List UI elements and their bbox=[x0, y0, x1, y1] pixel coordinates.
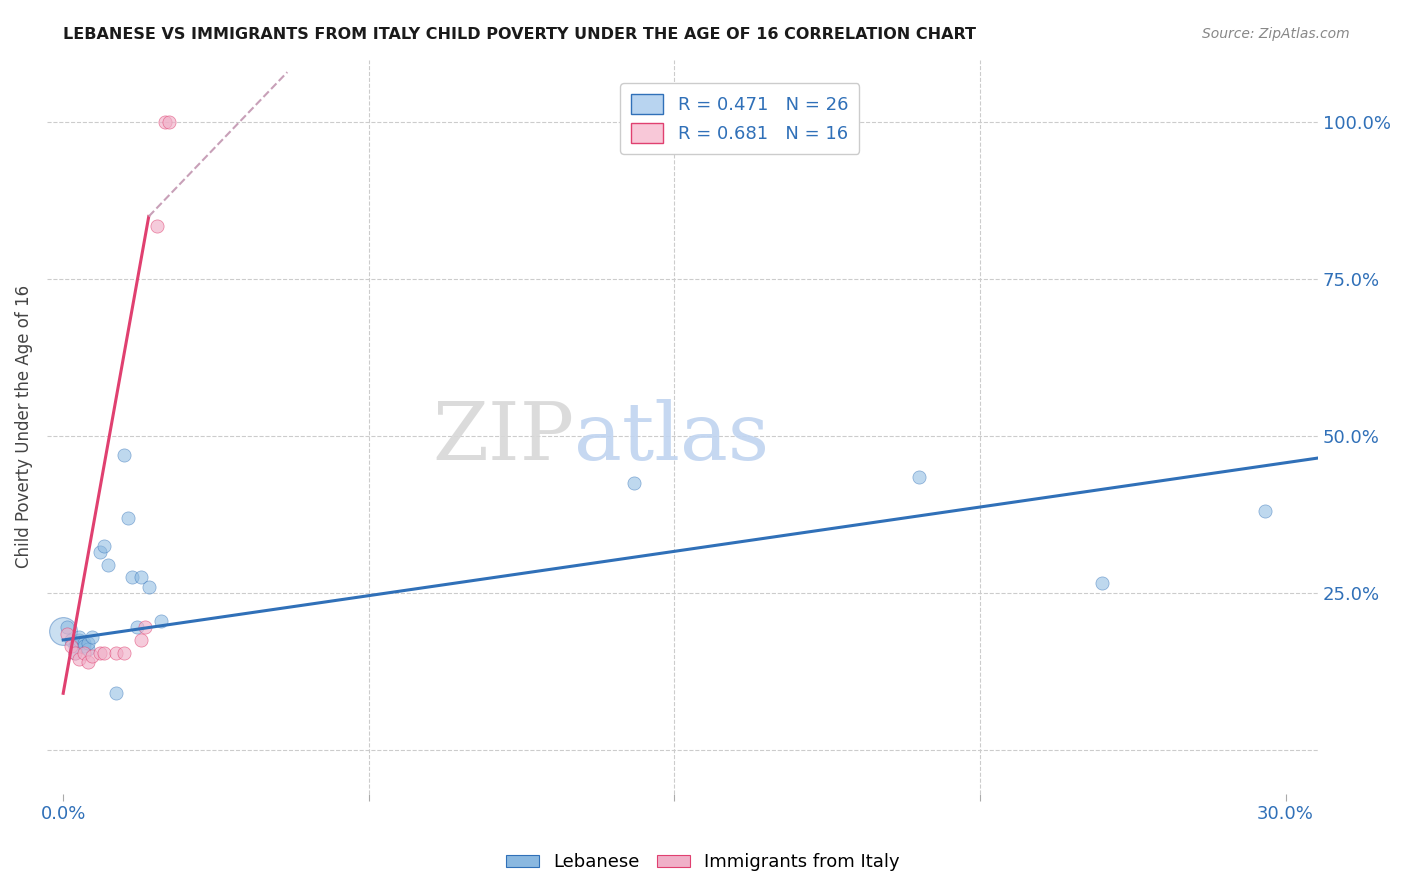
Point bbox=[56, 620, 79, 634]
Point bbox=[97, 558, 120, 572]
Point bbox=[93, 539, 115, 553]
Point bbox=[157, 115, 180, 129]
Point bbox=[72, 646, 94, 660]
Point bbox=[1254, 504, 1277, 518]
Text: ZIP: ZIP bbox=[433, 399, 575, 476]
Legend: R = 0.471   N = 26, R = 0.681   N = 16: R = 0.471 N = 26, R = 0.681 N = 16 bbox=[620, 83, 859, 153]
Y-axis label: Child Poverty Under the Age of 16: Child Poverty Under the Age of 16 bbox=[15, 285, 32, 568]
Point bbox=[56, 626, 79, 640]
Point bbox=[52, 624, 75, 638]
Point bbox=[72, 639, 94, 653]
Point bbox=[129, 570, 152, 584]
Point bbox=[89, 545, 111, 559]
Point bbox=[76, 642, 98, 657]
Point bbox=[908, 470, 931, 484]
Point bbox=[93, 646, 115, 660]
Point bbox=[121, 570, 143, 584]
Text: Source: ZipAtlas.com: Source: ZipAtlas.com bbox=[1202, 27, 1350, 41]
Point bbox=[60, 632, 83, 647]
Point bbox=[149, 614, 172, 628]
Point bbox=[105, 686, 128, 700]
Text: atlas: atlas bbox=[575, 399, 769, 476]
Text: LEBANESE VS IMMIGRANTS FROM ITALY CHILD POVERTY UNDER THE AGE OF 16 CORRELATION : LEBANESE VS IMMIGRANTS FROM ITALY CHILD … bbox=[63, 27, 976, 42]
Point bbox=[76, 655, 98, 669]
Point bbox=[69, 632, 91, 647]
Point bbox=[65, 639, 87, 653]
Point bbox=[69, 630, 91, 644]
Point bbox=[65, 646, 87, 660]
Point bbox=[112, 646, 135, 660]
Point bbox=[112, 448, 135, 462]
Point bbox=[80, 630, 103, 644]
Point bbox=[76, 636, 98, 650]
Legend: Lebanese, Immigrants from Italy: Lebanese, Immigrants from Italy bbox=[499, 847, 907, 879]
Point bbox=[89, 646, 111, 660]
Point bbox=[80, 648, 103, 663]
Point bbox=[1091, 576, 1114, 591]
Point bbox=[146, 219, 169, 233]
Point bbox=[134, 620, 156, 634]
Point bbox=[69, 652, 91, 666]
Point bbox=[129, 632, 152, 647]
Point bbox=[153, 115, 176, 129]
Point bbox=[623, 476, 645, 491]
Point bbox=[138, 580, 160, 594]
Point bbox=[60, 639, 83, 653]
Point bbox=[125, 620, 148, 634]
Point bbox=[117, 510, 139, 524]
Point bbox=[65, 646, 87, 660]
Point bbox=[72, 636, 94, 650]
Point bbox=[105, 646, 128, 660]
